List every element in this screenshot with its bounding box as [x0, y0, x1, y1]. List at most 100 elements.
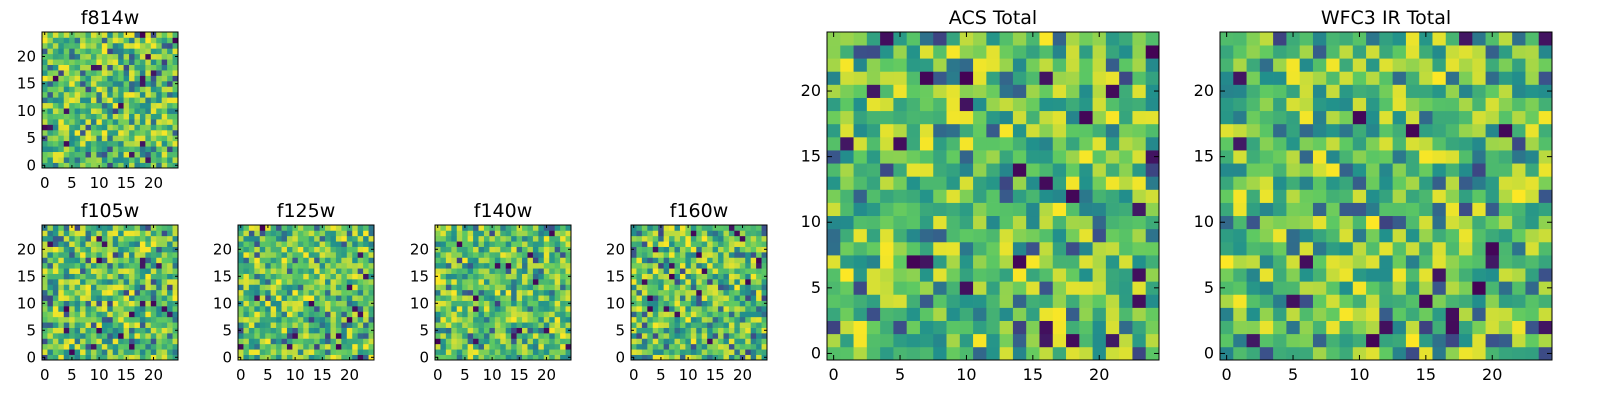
heatmap-cell	[1312, 123, 1327, 138]
heatmap-cell	[167, 113, 173, 120]
heatmap-cell	[281, 289, 288, 296]
heatmap-cell	[1105, 320, 1120, 335]
heatmap-cell	[319, 257, 326, 264]
heatmap-cell	[308, 349, 315, 355]
heatmap-cell	[522, 241, 528, 247]
heatmap-cell	[511, 349, 517, 355]
heatmap-cell	[101, 306, 108, 312]
heatmap-cell	[90, 124, 97, 131]
heatmap-cell	[462, 333, 468, 339]
heatmap-cell	[58, 235, 65, 242]
heatmap-cell	[1079, 136, 1093, 151]
heatmap-cell	[554, 289, 561, 296]
heatmap-cell	[658, 311, 664, 318]
heatmap-cell	[701, 252, 708, 258]
heatmap-cell	[906, 320, 921, 335]
heatmap-cell	[756, 322, 762, 328]
heatmap-cell	[139, 279, 146, 285]
heatmap-cell	[308, 327, 315, 334]
heatmap-cell	[866, 136, 881, 151]
heatmap-cell	[549, 262, 556, 269]
heatmap-cell	[341, 252, 348, 258]
heatmap-cell	[1445, 189, 1460, 203]
heatmap-cell	[549, 306, 556, 312]
heatmap-cell	[565, 257, 572, 264]
heatmap-cell	[1246, 294, 1261, 308]
heatmap-cell	[560, 343, 566, 350]
heatmap-cell	[286, 279, 293, 285]
heatmap-cell	[1286, 58, 1301, 72]
heatmap-cell	[946, 176, 961, 190]
heatmap-cell	[1039, 268, 1054, 282]
heatmap-cell	[63, 300, 70, 307]
heatmap-cell	[1299, 163, 1314, 177]
heatmap-cell	[489, 316, 496, 323]
heatmap-cell	[690, 230, 697, 237]
heatmap-cell	[669, 306, 675, 312]
heatmap-cell	[52, 268, 59, 274]
heatmap-cell	[489, 284, 496, 291]
heatmap-cell	[1485, 110, 1500, 125]
heatmap-cell	[701, 295, 708, 301]
heatmap-cell	[669, 273, 675, 280]
heatmap-cell	[1326, 97, 1340, 112]
heatmap-cell	[150, 230, 157, 237]
heatmap-cell	[118, 306, 124, 312]
heatmap-cell	[286, 311, 293, 318]
heatmap-cell	[1405, 228, 1420, 243]
heatmap-cell	[1379, 215, 1393, 230]
heatmap-cell	[238, 257, 244, 264]
heatmap-cell	[478, 327, 485, 334]
heatmap-cell	[156, 252, 163, 258]
heatmap-cell	[1498, 58, 1513, 72]
heatmap-cell	[473, 322, 479, 328]
heatmap-cell	[647, 273, 654, 280]
heatmap-cell	[297, 295, 304, 301]
heatmap-cell	[150, 70, 157, 76]
heatmap-cell	[543, 252, 550, 258]
heatmap-cell	[1485, 176, 1500, 190]
heatmap-cell	[1326, 84, 1340, 98]
heatmap-cell	[999, 228, 1014, 243]
heatmap-cell	[1392, 268, 1407, 282]
heatmap-cell	[647, 225, 654, 231]
heatmap-cell	[286, 225, 293, 231]
heatmap-cell	[718, 262, 724, 269]
heatmap-cell	[150, 316, 157, 323]
heatmap-cell	[286, 306, 293, 312]
heatmap-cell	[107, 295, 114, 301]
heatmap-cell	[145, 295, 152, 301]
heatmap-cell	[270, 225, 277, 231]
heatmap-cell	[270, 241, 277, 247]
heatmap-cell	[265, 246, 271, 253]
heatmap-cell	[1366, 215, 1380, 230]
heatmap-cell	[80, 225, 86, 231]
heatmap-cell	[451, 354, 458, 361]
heatmap-cell	[270, 354, 277, 361]
heatmap-cell	[685, 343, 692, 350]
heatmap-cell	[919, 202, 934, 217]
heatmap-cell	[1273, 163, 1287, 177]
heatmap-cell	[478, 354, 485, 361]
heatmap-cell	[739, 235, 746, 242]
heatmap-cell	[123, 327, 130, 334]
heatmap-cell	[118, 135, 124, 142]
heatmap-cell	[52, 235, 59, 242]
heatmap-cell	[986, 255, 1000, 269]
heatmap-cell	[129, 59, 135, 65]
heatmap-cell	[999, 32, 1014, 46]
heatmap-cell	[248, 262, 255, 269]
heatmap-cell	[549, 246, 556, 253]
heatmap-cell	[685, 257, 692, 264]
heatmap-cell	[1538, 150, 1553, 164]
heatmap-cell	[314, 354, 320, 361]
heatmap-cell	[172, 295, 179, 301]
heatmap-cell	[1039, 346, 1054, 361]
heatmap-cell	[139, 70, 146, 76]
heatmap-cell	[500, 316, 507, 323]
heatmap-cell	[456, 279, 463, 285]
heatmap-cell	[1419, 123, 1433, 138]
heatmap-cell	[150, 151, 157, 158]
heatmap-cell	[265, 300, 271, 307]
heatmap-cell	[756, 230, 762, 237]
